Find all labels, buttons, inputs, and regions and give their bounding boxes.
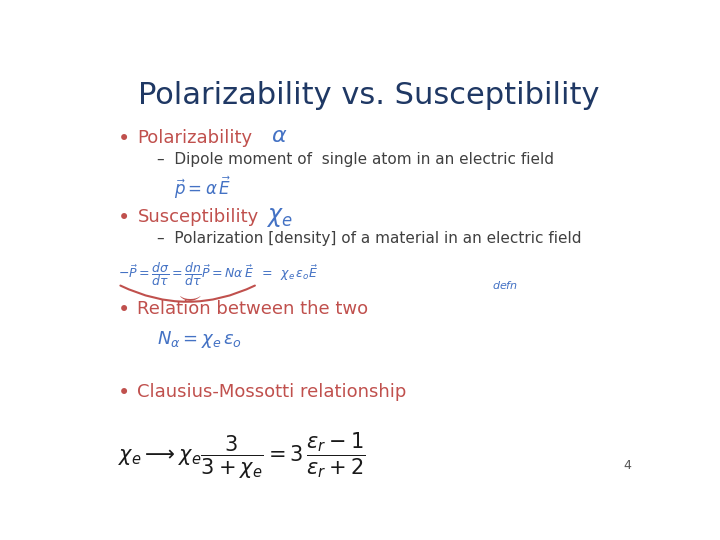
Text: •: • <box>118 129 130 149</box>
Text: Relation between the two: Relation between the two <box>138 300 369 318</box>
Text: Clausius-Mossotti relationship: Clausius-Mossotti relationship <box>138 383 407 401</box>
Text: $N_\alpha = \chi_e\,\varepsilon_o$: $N_\alpha = \chi_e\,\varepsilon_o$ <box>157 329 242 350</box>
Text: •: • <box>118 383 130 403</box>
Text: $\vec{p} = \alpha\,\vec{E}$: $\vec{p} = \alpha\,\vec{E}$ <box>174 175 231 201</box>
Text: Susceptibility: Susceptibility <box>138 208 258 226</box>
Text: 4: 4 <box>624 460 631 472</box>
Text: •: • <box>118 208 130 228</box>
Text: Polarizability: Polarizability <box>138 129 253 147</box>
Text: $\mathit{\alpha}$: $\mathit{\alpha}$ <box>271 126 288 146</box>
Text: –  Dipole moment of  single atom in an electric field: – Dipole moment of single atom in an ele… <box>157 152 554 167</box>
Text: $\mathit{defn}$: $\mathit{defn}$ <box>492 279 518 291</box>
Text: $\chi_e \longrightarrow \chi_e \dfrac{3}{3+\chi_e} = 3\,\dfrac{\epsilon_r - 1}{\: $\chi_e \longrightarrow \chi_e \dfrac{3}… <box>118 431 365 481</box>
Text: $\smile$: $\smile$ <box>174 286 202 306</box>
Text: –  Polarization [density] of a material in an electric field: – Polarization [density] of a material i… <box>157 231 582 246</box>
Text: Polarizability vs. Susceptibility: Polarizability vs. Susceptibility <box>138 82 600 111</box>
Text: $-\vec{P} = \dfrac{d\sigma}{d\tau} = \dfrac{dn}{d\tau}\vec{P} = N\alpha\,\vec{E}: $-\vec{P} = \dfrac{d\sigma}{d\tau} = \df… <box>118 260 318 288</box>
Text: $\mathit{\chi}_e$: $\mathit{\chi}_e$ <box>266 205 292 229</box>
Text: •: • <box>118 300 130 320</box>
